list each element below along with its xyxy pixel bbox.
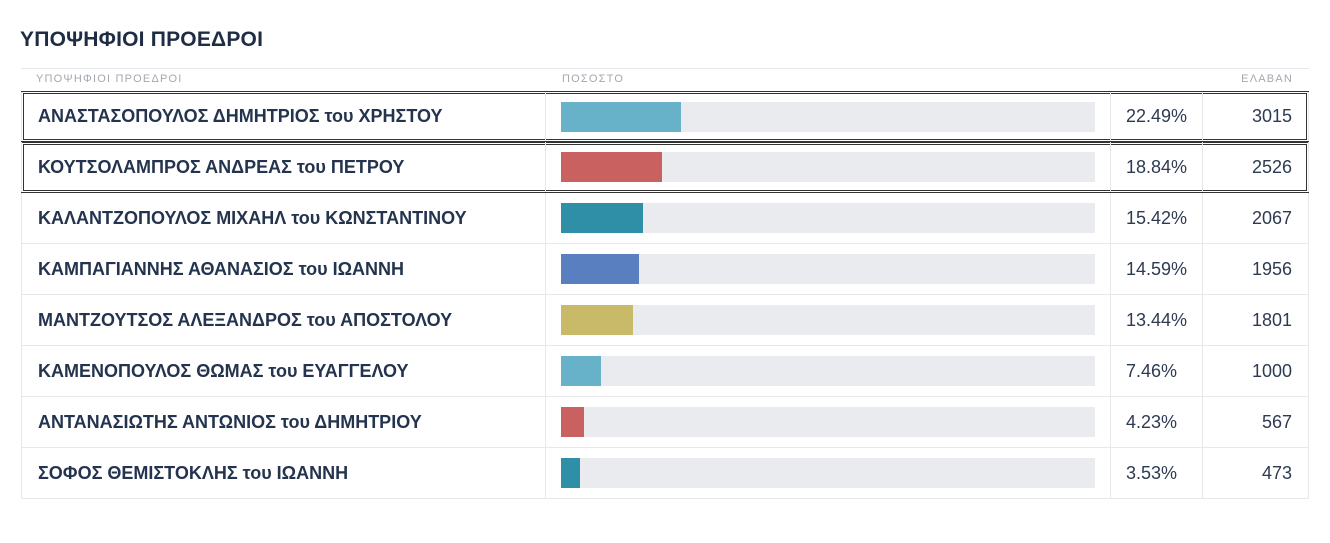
bar: [561, 152, 662, 182]
bar: [561, 458, 580, 488]
bar-track: [561, 407, 1095, 437]
bar-track: [561, 203, 1095, 233]
bar-track: [561, 101, 1095, 132]
percentage-label: 18.84%: [1111, 142, 1203, 192]
bar-track: [561, 254, 1095, 284]
header-votes: ΕΛΑΒΑΝ: [1241, 73, 1293, 85]
header-candidates: ΥΠΟΨΗΦΙΟΙ ΠΡΟΕΔΡΟΙ: [36, 73, 183, 85]
bar: [561, 407, 584, 437]
bar: [561, 305, 633, 335]
table-header: ΥΠΟΨΗΦΙΟΙ ΠΡΟΕΔΡΟΙ ΠΟΣΟΣΤΟ ΕΛΑΒΑΝ: [21, 69, 1309, 91]
candidate-name: ΑΝΤΑΝΑΣΙΩΤΗΣ ΑΝΤΩΝΙΟΣ του ΔΗΜΗΤΡΙΟΥ: [21, 397, 546, 447]
bar-cell: [546, 295, 1111, 345]
candidate-name: ΚΑΜΠΑΓΙΑΝΝΗΣ ΑΘΑΝΑΣΙΟΣ του ΙΩΑΝΝΗ: [21, 244, 546, 294]
percentage-label: 14.59%: [1111, 244, 1203, 294]
bar-cell: [546, 193, 1111, 243]
bar-track: [561, 152, 1095, 182]
bar-cell: [546, 142, 1111, 192]
bar: [561, 203, 644, 233]
votes-label: 567: [1203, 397, 1309, 447]
bar: [561, 254, 639, 284]
candidate-row: ΚΑΛΑΝΤΖΟΠΟΥΛΟΣ ΜΙΧΑΗΛ του ΚΩΝΣΤΑΝΤΙΝΟΥ 15…: [21, 193, 1309, 244]
candidate-row: ΑΝΑΣΤΑΣΟΠΟΥΛΟΣ ΔΗΜΗΤΡΙΟΣ του ΧΡΗΣΤΟΥ 22.4…: [21, 91, 1309, 142]
percentage-label: 7.46%: [1111, 346, 1203, 396]
bar-track: [561, 458, 1095, 488]
candidate-name: ΜΑΝΤΖΟΥΤΣΟΣ ΑΛΕΞΑΝΔΡΟΣ του ΑΠΟΣΤΟΛΟΥ: [21, 295, 546, 345]
candidate-name: ΚΑΛΑΝΤΖΟΠΟΥΛΟΣ ΜΙΧΑΗΛ του ΚΩΝΣΤΑΝΤΙΝΟΥ: [21, 193, 546, 243]
candidate-row: ΚΟΥΤΣΟΛΑΜΠΡΟΣ ΑΝΔΡΕΑΣ του ΠΕΤΡΟΥ 18.84% 25…: [21, 142, 1309, 193]
candidate-row: ΚΑΜΠΑΓΙΑΝΝΗΣ ΑΘΑΝΑΣΙΟΣ του ΙΩΑΝΝΗ 14.59% 1…: [21, 244, 1309, 295]
votes-label: 1000: [1203, 346, 1309, 396]
candidate-row: ΣΟΦΟΣ ΘΕΜΙΣΤΟΚΛΗΣ του ΙΩΑΝΝΗ 3.53% 473: [21, 448, 1309, 499]
candidate-name: ΣΟΦΟΣ ΘΕΜΙΣΤΟΚΛΗΣ του ΙΩΑΝΝΗ: [21, 448, 546, 498]
bar-cell: [546, 92, 1111, 141]
percentage-label: 15.42%: [1111, 193, 1203, 243]
header-percentage: ΠΟΣΟΣΤΟ: [562, 73, 625, 85]
candidate-row: ΑΝΤΑΝΑΣΙΩΤΗΣ ΑΝΤΩΝΙΟΣ του ΔΗΜΗΤΡΙΟΥ 4.23%…: [21, 397, 1309, 448]
candidate-row: ΚΑΜΕΝΟΠΟΥΛΟΣ ΘΩΜΑΣ του ΕΥΑΓΓΕΛΟΥ 7.46% 100…: [21, 346, 1309, 397]
results-table: ΥΠΟΨΗΦΙΟΙ ΠΡΟΕΔΡΟΙ ΠΟΣΟΣΤΟ ΕΛΑΒΑΝ ΑΝΑΣΤΑ…: [21, 68, 1309, 499]
votes-label: 3015: [1203, 92, 1309, 141]
percentage-label: 13.44%: [1111, 295, 1203, 345]
bar-track: [561, 356, 1095, 386]
bar-cell: [546, 244, 1111, 294]
votes-label: 1956: [1203, 244, 1309, 294]
percentage-label: 4.23%: [1111, 397, 1203, 447]
bar-cell: [546, 397, 1111, 447]
percentage-label: 22.49%: [1111, 92, 1203, 141]
bar-track: [561, 305, 1095, 335]
votes-label: 473: [1203, 448, 1309, 498]
bar-cell: [546, 346, 1111, 396]
candidate-name: ΑΝΑΣΤΑΣΟΠΟΥΛΟΣ ΔΗΜΗΤΡΙΟΣ του ΧΡΗΣΤΟΥ: [21, 92, 546, 141]
candidate-rows: ΑΝΑΣΤΑΣΟΠΟΥΛΟΣ ΔΗΜΗΤΡΙΟΣ του ΧΡΗΣΤΟΥ 22.4…: [21, 91, 1309, 499]
bar: [561, 101, 682, 132]
candidate-name: ΚΑΜΕΝΟΠΟΥΛΟΣ ΘΩΜΑΣ του ΕΥΑΓΓΕΛΟΥ: [21, 346, 546, 396]
votes-label: 2526: [1203, 142, 1309, 192]
bar: [561, 356, 601, 386]
percentage-label: 3.53%: [1111, 448, 1203, 498]
section-title: ΥΠΟΨΗΦΙΟΙ ΠΡΟΕΔΡΟΙ: [20, 28, 264, 51]
votes-label: 2067: [1203, 193, 1309, 243]
candidate-row: ΜΑΝΤΖΟΥΤΣΟΣ ΑΛΕΞΑΝΔΡΟΣ του ΑΠΟΣΤΟΛΟΥ 13.4…: [21, 295, 1309, 346]
votes-label: 1801: [1203, 295, 1309, 345]
bar-cell: [546, 448, 1111, 498]
candidate-name: ΚΟΥΤΣΟΛΑΜΠΡΟΣ ΑΝΔΡΕΑΣ του ΠΕΤΡΟΥ: [21, 142, 546, 192]
